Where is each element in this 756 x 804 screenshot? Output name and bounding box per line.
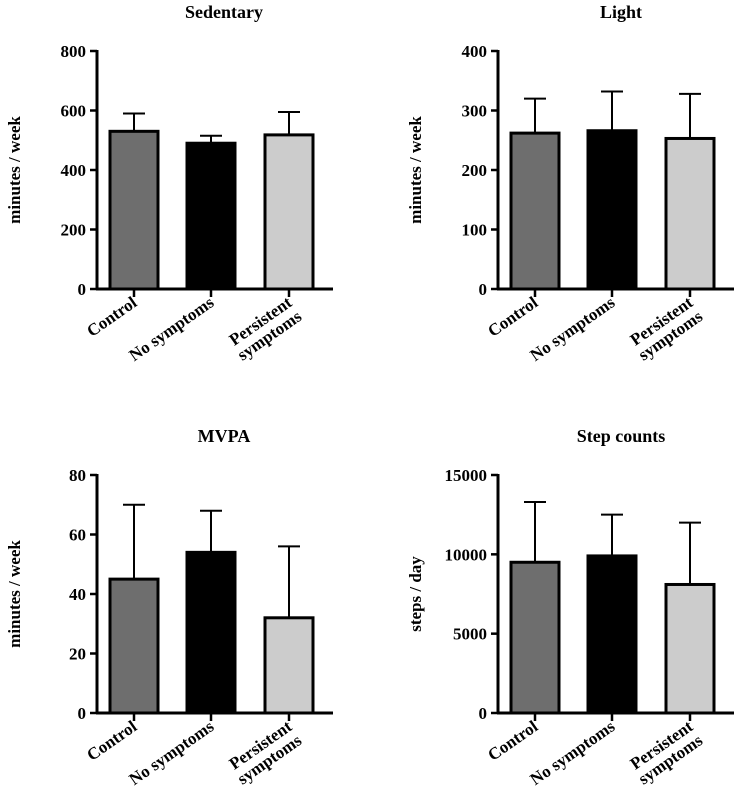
bar bbox=[185, 141, 237, 291]
y-tick-label: 200 bbox=[61, 221, 87, 240]
y-axis-label: minutes / week bbox=[406, 116, 425, 224]
bar bbox=[664, 582, 716, 715]
x-tick-label-line: Control bbox=[83, 717, 140, 765]
x-tick-label-line: No symptoms bbox=[126, 292, 218, 364]
y-tick-label: 10000 bbox=[445, 545, 488, 564]
bar bbox=[509, 560, 561, 715]
x-tick-label: No symptoms bbox=[527, 716, 619, 788]
y-tick-label: 15000 bbox=[445, 466, 488, 485]
x-tick-label: Control bbox=[83, 293, 140, 341]
y-tick-label: 0 bbox=[78, 704, 87, 723]
x-tick-label-line: Control bbox=[484, 717, 541, 765]
chart-panel-2: Light minutes / week 0 100 200 300 400 ControlN… bbox=[406, 2, 734, 365]
x-tick-label: No symptoms bbox=[126, 292, 218, 364]
chart-title: MVPA bbox=[198, 426, 251, 446]
y-tick-label: 0 bbox=[78, 280, 87, 299]
bar bbox=[185, 550, 237, 715]
y-tick-label: 5000 bbox=[453, 625, 487, 644]
x-tick-label-line: No symptoms bbox=[527, 716, 619, 788]
x-tick-label: Control bbox=[484, 717, 541, 765]
chart-panel-4: Step counts steps / day 0 5000 10000 15000 Con… bbox=[406, 426, 734, 789]
y-tick-label: 60 bbox=[69, 526, 86, 545]
y-axis-label: minutes / week bbox=[5, 540, 24, 648]
bar bbox=[586, 129, 638, 291]
x-tick-label: Control bbox=[484, 293, 541, 341]
y-tick-label: 300 bbox=[462, 102, 488, 121]
x-tick-label: Persistentsymptoms bbox=[625, 716, 706, 788]
y-axis-label: steps / day bbox=[406, 556, 425, 632]
x-tick-label: Persistentsymptoms bbox=[224, 292, 305, 364]
bar bbox=[263, 616, 315, 715]
x-tick-label-line: Control bbox=[484, 293, 541, 341]
x-tick-label-line: Control bbox=[83, 293, 140, 341]
bar bbox=[108, 129, 160, 291]
x-tick-label-line: No symptoms bbox=[527, 292, 619, 364]
x-tick-label: No symptoms bbox=[126, 716, 218, 788]
y-tick-label: 400 bbox=[61, 161, 87, 180]
y-tick-label: 200 bbox=[462, 161, 488, 180]
x-tick-label: Persistentsymptoms bbox=[224, 716, 305, 788]
x-tick-label: No symptoms bbox=[527, 292, 619, 364]
y-tick-label: 400 bbox=[462, 42, 488, 61]
x-tick-label: Control bbox=[83, 717, 140, 765]
y-tick-label: 20 bbox=[69, 645, 86, 664]
chart-title: Step counts bbox=[577, 426, 666, 446]
chart-title: Sedentary bbox=[185, 2, 263, 22]
bar bbox=[263, 133, 315, 291]
y-tick-label: 40 bbox=[69, 585, 86, 604]
bar bbox=[586, 554, 638, 715]
y-tick-label: 100 bbox=[462, 221, 488, 240]
x-tick-label: Persistentsymptoms bbox=[625, 292, 706, 364]
x-tick-label-line: No symptoms bbox=[126, 716, 218, 788]
bar bbox=[509, 131, 561, 291]
y-tick-label: 0 bbox=[479, 704, 488, 723]
y-tick-label: 0 bbox=[479, 280, 488, 299]
y-tick-label: 600 bbox=[61, 102, 87, 121]
bar bbox=[108, 577, 160, 715]
chart-panel-1: Sedentary minutes / week 0 200 400 600 800 Cont… bbox=[5, 2, 333, 365]
chart-title: Light bbox=[600, 2, 642, 22]
y-axis-label: minutes / week bbox=[5, 116, 24, 224]
bar bbox=[664, 136, 716, 291]
y-tick-label: 800 bbox=[61, 42, 87, 61]
y-tick-label: 80 bbox=[69, 466, 86, 485]
